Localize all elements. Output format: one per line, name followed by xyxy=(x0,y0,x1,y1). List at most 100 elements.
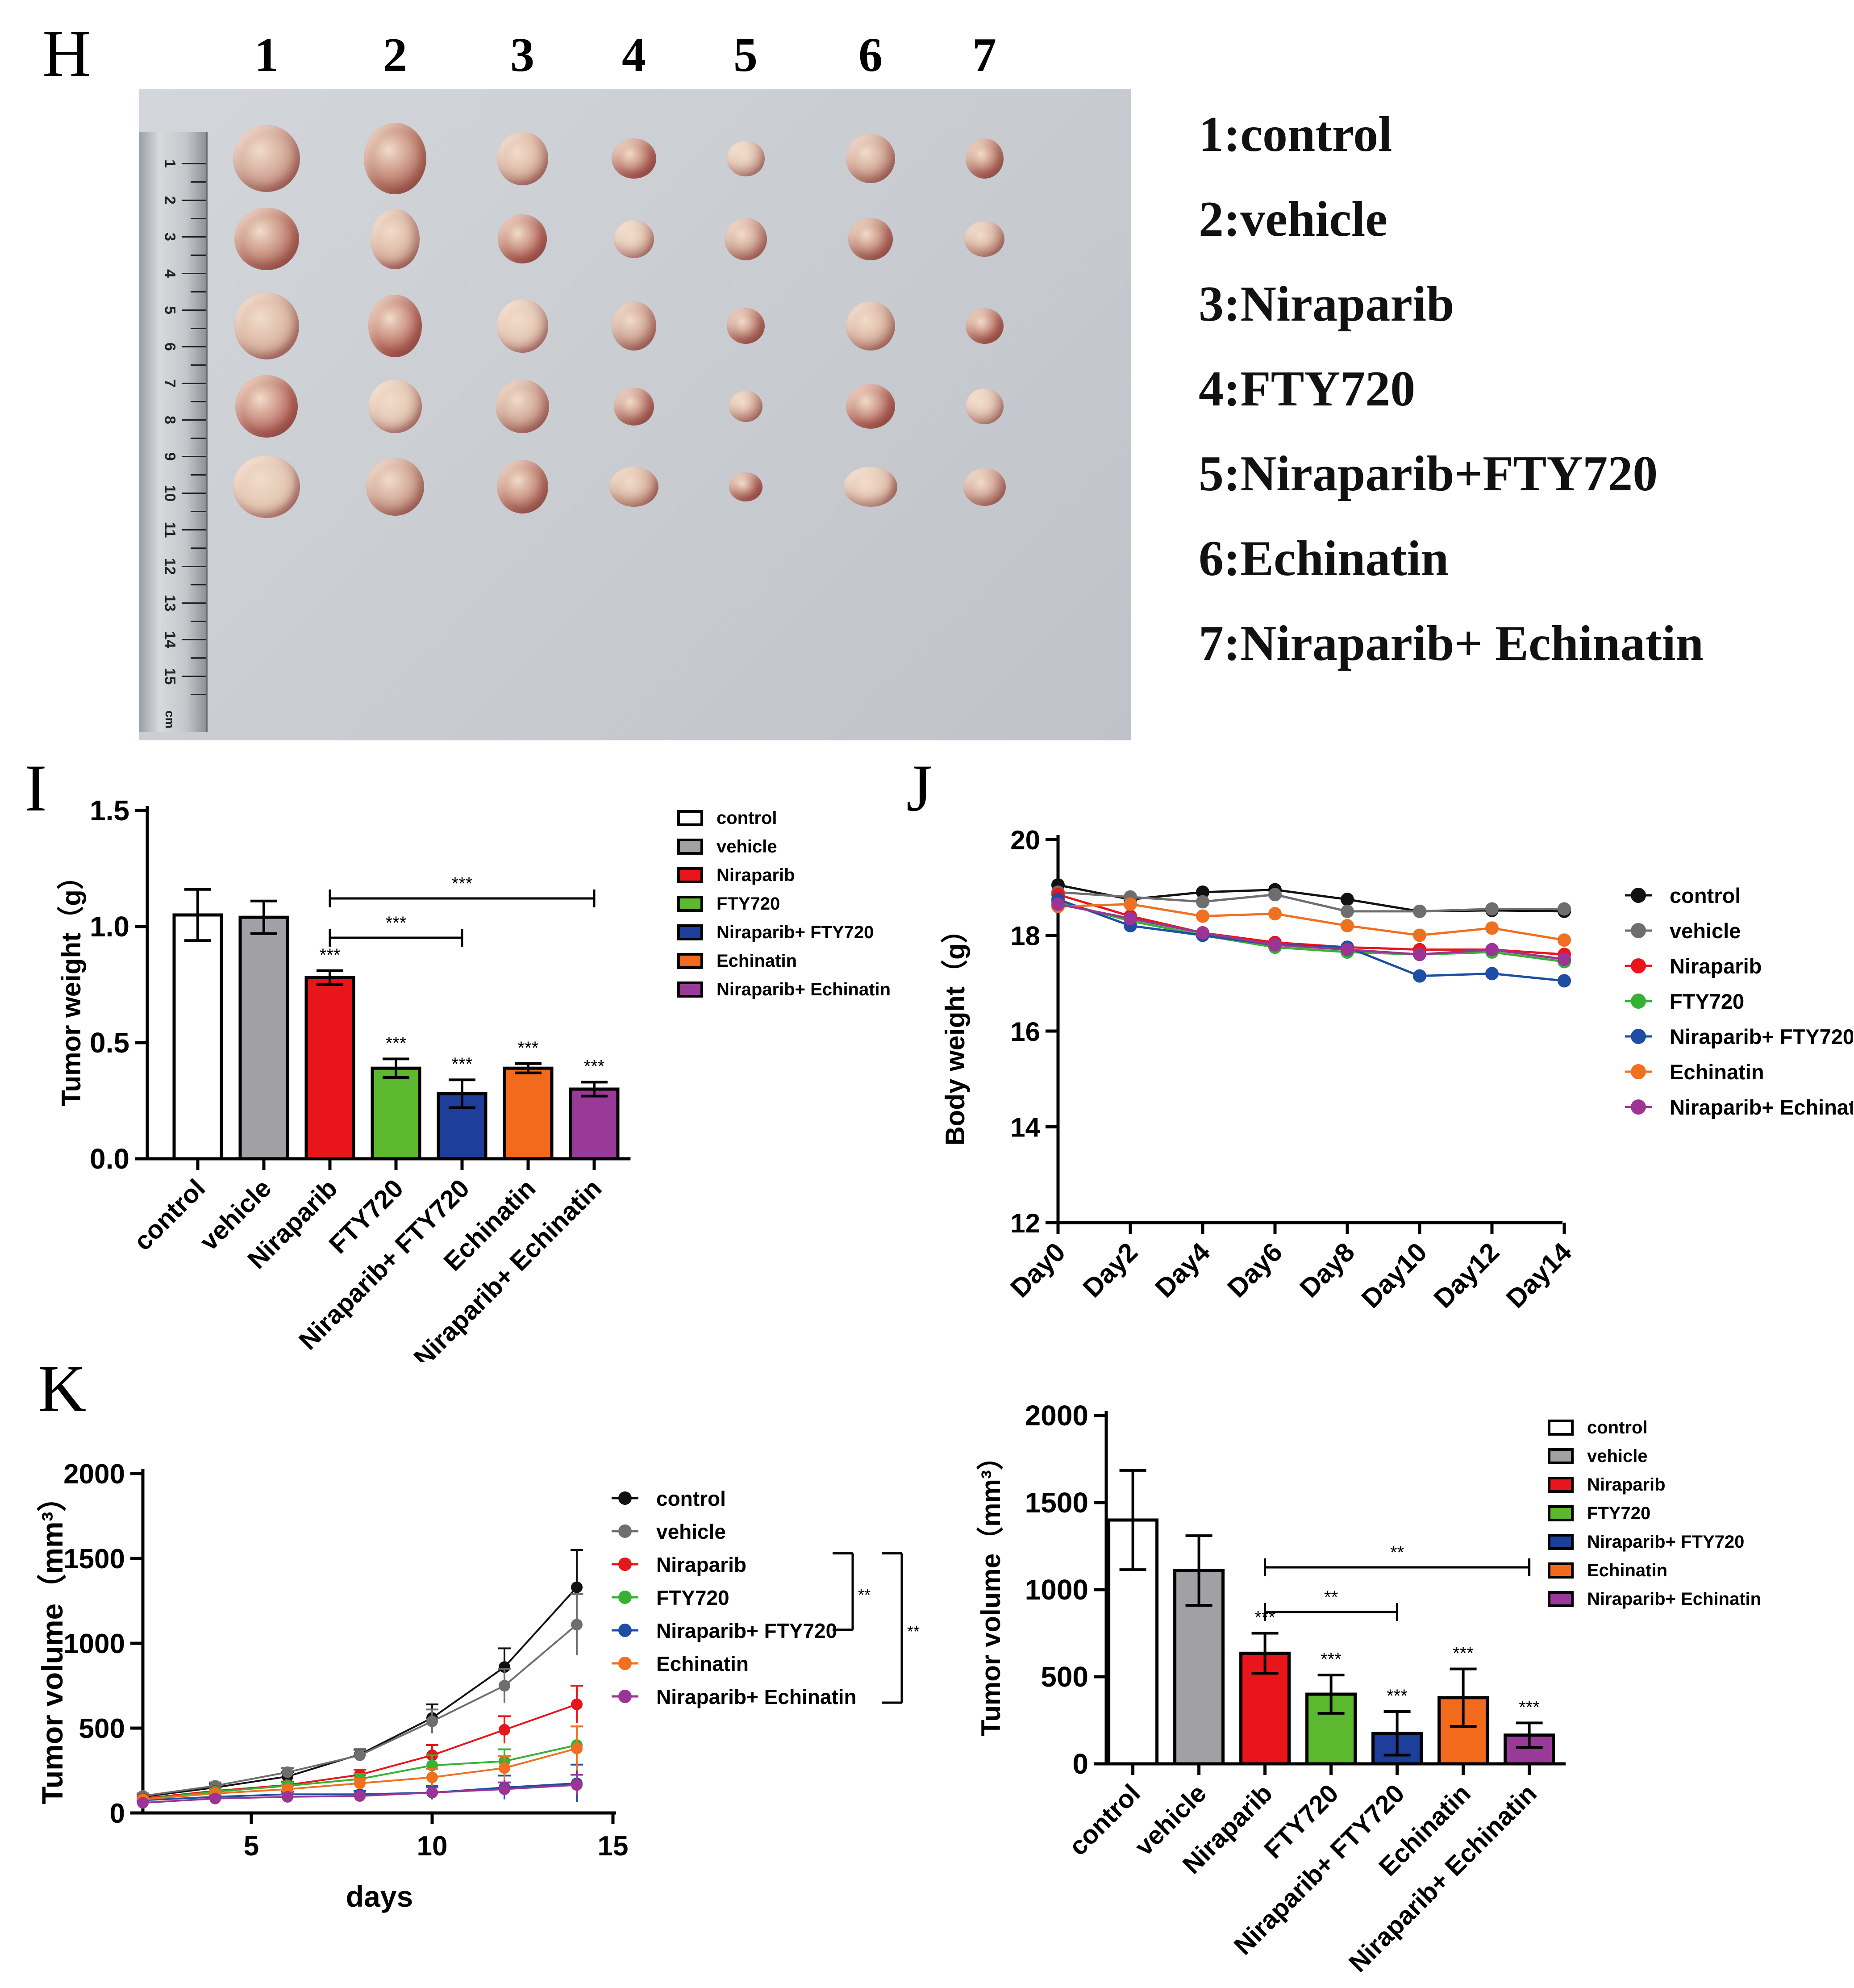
legend-swatch xyxy=(1548,1562,1574,1579)
panel-label-j: J xyxy=(906,751,933,825)
data-point-niraparib-echinatin xyxy=(1485,943,1499,956)
tumor-specimen xyxy=(724,217,767,260)
data-point-vehicle xyxy=(1413,904,1426,918)
ruler-tick xyxy=(182,493,206,494)
y-tick-label: 0.5 xyxy=(90,1027,129,1059)
data-point-control xyxy=(571,1581,583,1593)
ruler-tick xyxy=(191,328,206,329)
y-tick-label: 1.0 xyxy=(90,910,129,943)
photo-legend-item: 2:vehicle xyxy=(1199,192,1387,247)
data-point-echinatin xyxy=(1196,909,1209,923)
data-point-vehicle xyxy=(1485,902,1499,916)
y-axis-label: Body weight（g） xyxy=(940,916,970,1145)
ruler-tick xyxy=(182,383,206,384)
ruler-tick xyxy=(182,456,206,457)
legend-label: Niraparib xyxy=(656,1553,746,1576)
bar-niraparib-echinatin xyxy=(569,1087,620,1161)
legend-label: Niraparib+ FTY720 xyxy=(717,923,874,942)
y-tick-label: 0.0 xyxy=(90,1143,129,1175)
column-number: 3 xyxy=(510,29,534,82)
photo-legend-item: 7:Niraparib+ Echinatin xyxy=(1199,616,1704,671)
significance-label: *** xyxy=(386,913,407,933)
legend-label: Niraparib xyxy=(1587,1475,1666,1495)
data-point-echinatin xyxy=(1485,921,1499,935)
legend-marker xyxy=(618,1491,632,1505)
y-tick-label: 16 xyxy=(1010,1017,1040,1047)
ruler-tick xyxy=(182,346,206,347)
legend-swatch xyxy=(677,839,703,855)
y-tick-label: 1500 xyxy=(1025,1487,1088,1519)
x-tick-label: Day14 xyxy=(1500,1236,1578,1314)
tumor-specimen xyxy=(368,295,422,357)
legend-label: FTY720 xyxy=(717,894,780,914)
legend-swatch xyxy=(677,953,703,969)
ruler-tick xyxy=(191,364,206,366)
data-point-echinatin xyxy=(426,1771,438,1783)
y-tick-label: 0 xyxy=(110,1798,125,1829)
y-tick-label: 1500 xyxy=(63,1544,125,1575)
legend-label: control xyxy=(1670,884,1741,907)
legend-marker xyxy=(618,1624,632,1637)
ruler-tick xyxy=(182,602,206,604)
ruler-tick xyxy=(191,657,206,659)
legend-marker xyxy=(1631,1064,1646,1079)
column-number: 2 xyxy=(383,29,407,82)
legend-label: control xyxy=(1587,1418,1648,1437)
column-number: 1 xyxy=(254,29,279,82)
ruler-number: 12 xyxy=(161,558,179,575)
tumor-specimen xyxy=(234,208,299,270)
x-tick-label: control xyxy=(1063,1779,1146,1861)
tumor-specimen xyxy=(965,138,1004,179)
data-point-niraparib-echinatin xyxy=(354,1790,366,1802)
legend-marker xyxy=(1631,923,1646,938)
tumor-specimen xyxy=(965,308,1004,344)
x-tick-label: Day4 xyxy=(1149,1236,1216,1303)
data-point-niraparib-echinatin xyxy=(1196,926,1209,940)
data-point-control xyxy=(1196,885,1209,899)
legend-marker xyxy=(618,1558,632,1571)
panel-label-h: H xyxy=(42,17,91,91)
legend-swatch xyxy=(677,896,703,912)
significance-label: *** xyxy=(1321,1650,1342,1669)
legend-label: control xyxy=(717,808,777,828)
y-tick-label: 2000 xyxy=(63,1459,125,1490)
tumor-specimen xyxy=(371,209,420,269)
series-line-fty720 xyxy=(1058,901,1565,963)
data-point-echinatin xyxy=(499,1762,510,1774)
photo-legend-item: 5:Niraparib+FTY720 xyxy=(1199,446,1658,501)
legend-label: Niraparib+ FTY720 xyxy=(1670,1025,1853,1048)
legend-label: Niraparib+ Echinatin xyxy=(656,1685,857,1708)
ruler-number: 10 xyxy=(161,484,179,502)
column-number: 5 xyxy=(733,29,758,82)
significance-label: *** xyxy=(386,1033,407,1053)
legend-swatch xyxy=(677,810,703,826)
data-point-niraparib xyxy=(571,1698,583,1710)
data-point-niraparib-echinatin xyxy=(1051,897,1065,911)
significance-label: *** xyxy=(584,1057,605,1076)
ruler-tick xyxy=(191,584,206,585)
data-point-vehicle xyxy=(499,1680,510,1691)
legend-label: Niraparib+ FTY720 xyxy=(656,1619,837,1642)
data-point-echinatin xyxy=(1341,919,1354,933)
data-point-vehicle xyxy=(571,1619,583,1631)
legend-swatch xyxy=(1548,1448,1574,1464)
y-tick-label: 20 xyxy=(1010,825,1040,855)
legend-label: FTY720 xyxy=(1587,1504,1650,1523)
ruler-number: 6 xyxy=(161,342,179,351)
ruler-tick xyxy=(191,511,206,512)
tumor-specimen xyxy=(846,134,895,183)
ruler-tick xyxy=(182,566,206,567)
series-line-niraparib-fty720 xyxy=(1058,898,1565,982)
ruler-number: 15 xyxy=(161,668,179,685)
y-tick-label: 1000 xyxy=(63,1629,125,1659)
ruler-tick xyxy=(182,676,206,677)
bar-vehicle xyxy=(238,915,289,1161)
data-point-niraparib-echinatin xyxy=(1413,948,1426,961)
ruler-tick xyxy=(182,309,206,311)
ruler-unit: cm xyxy=(163,710,177,729)
ruler-number: 13 xyxy=(161,594,179,612)
legend-swatch xyxy=(1548,1534,1574,1550)
legend-label: vehicle xyxy=(1587,1446,1648,1466)
data-point-vehicle xyxy=(426,1715,438,1727)
